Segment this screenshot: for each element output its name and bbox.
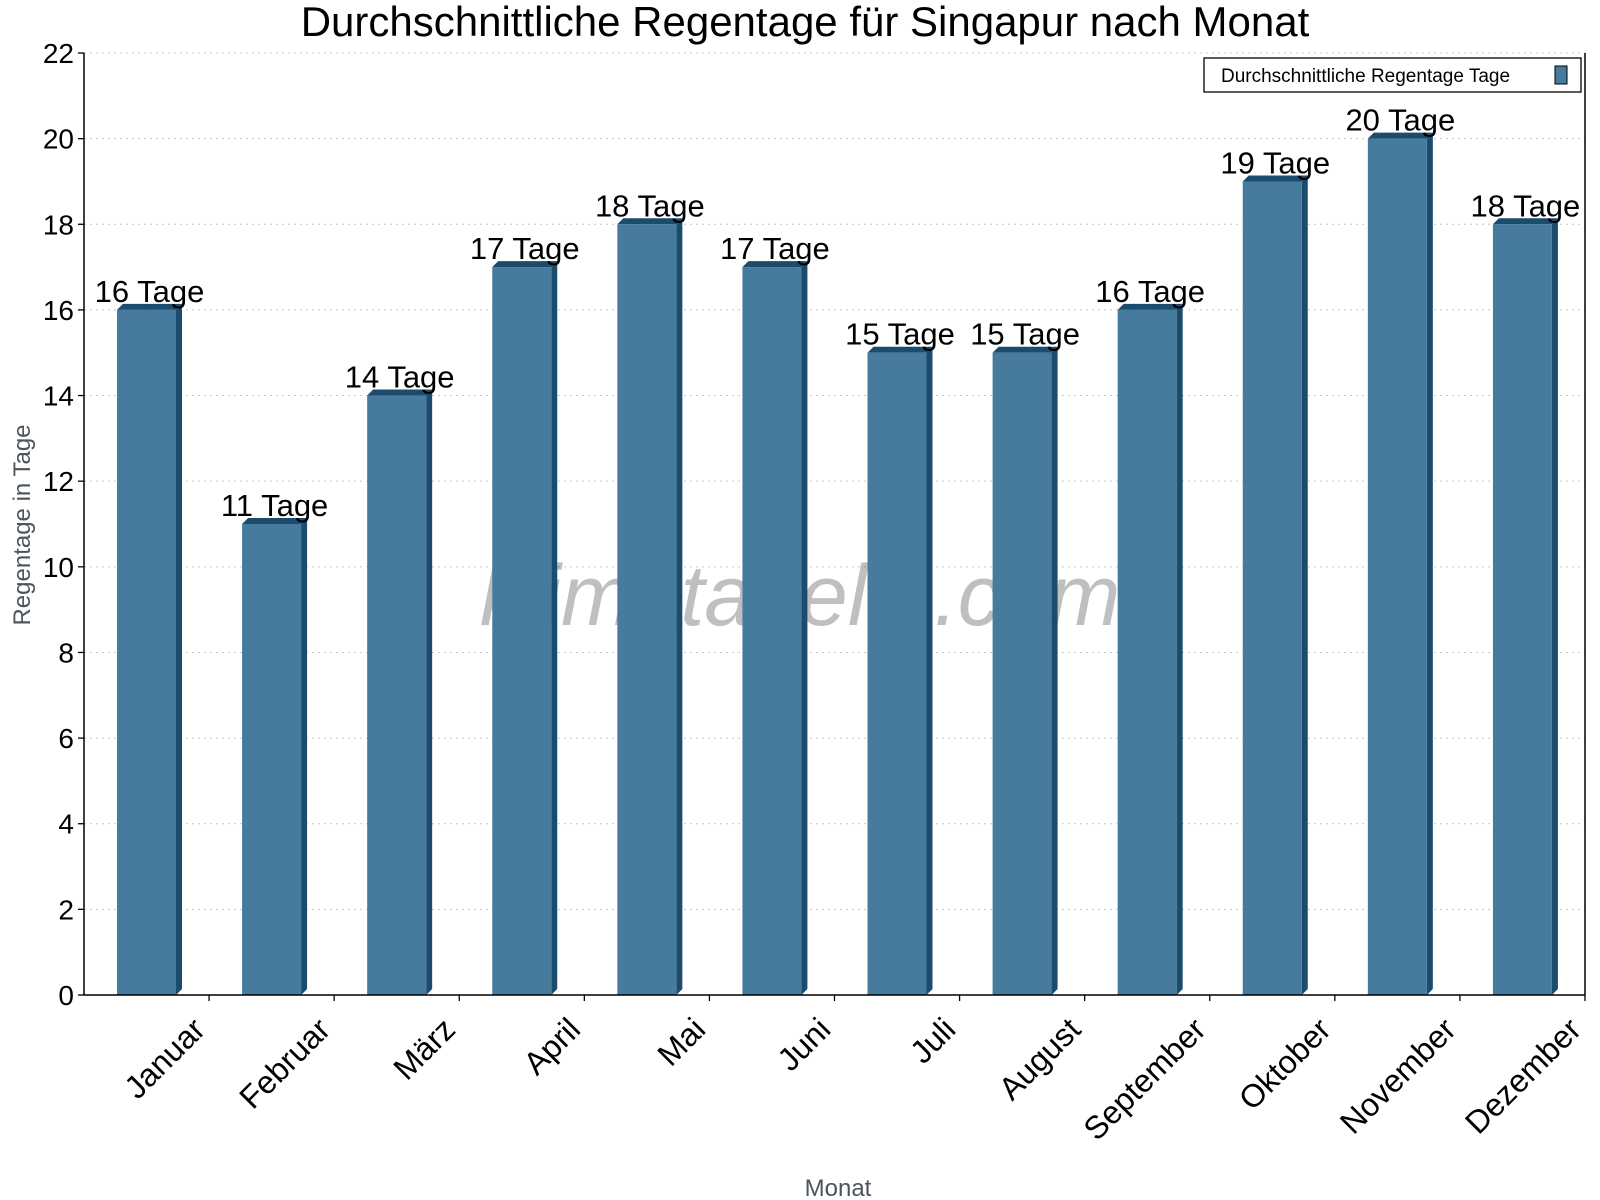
bar-side (926, 346, 933, 995)
bar (1492, 224, 1552, 996)
legend-box (1203, 57, 1582, 93)
x-tick-label: Februar (232, 1011, 337, 1116)
bar-side (1051, 346, 1058, 995)
bar-top (992, 346, 1058, 353)
y-tick-label: 8 (58, 637, 74, 668)
bar-side (551, 261, 558, 995)
bar (117, 309, 176, 996)
x-tick-label: Oktober (1232, 1011, 1338, 1117)
bar-side (801, 261, 808, 995)
data-label: 20 Tage (1345, 103, 1455, 138)
bar-top (867, 346, 933, 353)
legend-label: Durchschnittliche Regentage Tage (1221, 66, 1510, 87)
bar-top (1367, 132, 1433, 139)
x-tick-label: Mai (650, 1011, 712, 1073)
chart-title: Durchschnittliche Regentage für Singapur… (301, 0, 1310, 45)
y-tick-label: 20 (43, 124, 74, 155)
bar-top (117, 303, 182, 310)
bar-side (176, 303, 182, 996)
bar-side (1551, 218, 1558, 996)
y-tick-label: 2 (58, 894, 74, 925)
data-label: 14 Tage (345, 360, 455, 395)
y-tick-label: 14 (43, 381, 74, 412)
bar (492, 267, 552, 995)
bar (867, 352, 927, 995)
data-label: 17 Tage (470, 231, 580, 266)
bar (992, 352, 1052, 995)
bar-top (742, 261, 808, 268)
bar-top (367, 389, 433, 396)
bar-side (676, 218, 683, 996)
bar (1242, 181, 1302, 996)
bar (1367, 138, 1427, 996)
bar (1117, 309, 1177, 996)
bar-top (1492, 218, 1558, 225)
x-tick-label: September (1076, 1011, 1212, 1147)
x-tick-label: Juni (770, 1011, 837, 1078)
bar-top (1117, 303, 1183, 310)
bar (242, 524, 302, 995)
x-tick-label: Dezember (1458, 1011, 1588, 1141)
x-axis-label: Monat (805, 1175, 872, 1200)
bar-side (1301, 175, 1308, 996)
bar-top (617, 218, 683, 225)
bar-side (1176, 303, 1183, 996)
data-label: 16 Tage (1095, 274, 1205, 309)
data-label: 16 Tage (95, 274, 205, 309)
data-label: 15 Tage (970, 317, 1080, 352)
data-label: 18 Tage (1471, 188, 1581, 223)
x-tick-label: März (386, 1011, 462, 1087)
x-tick-label: Januar (117, 1011, 212, 1106)
y-tick-label: 16 (43, 295, 74, 326)
y-tick-label: 18 (43, 209, 74, 240)
bar-top (492, 261, 558, 268)
x-tick-label: November (1333, 1011, 1463, 1141)
legend-swatch (1554, 65, 1568, 85)
y-tick-label: 22 (43, 38, 74, 69)
bar (742, 267, 802, 995)
y-tick-label: 0 (58, 980, 74, 1011)
data-label: 17 Tage (720, 231, 830, 266)
data-label: 15 Tage (845, 317, 955, 352)
x-tick-label: August (992, 1011, 1088, 1107)
y-axis-label: Regentage in Tage (9, 424, 36, 625)
y-tick-label: 10 (43, 552, 74, 583)
x-tick-label: Juli (903, 1011, 962, 1070)
x-tick-label: April (516, 1011, 587, 1082)
bar (367, 395, 427, 996)
bar (617, 224, 677, 996)
bar-side (1426, 132, 1433, 996)
y-tick-label: 12 (43, 466, 74, 497)
data-label: 19 Tage (1220, 145, 1330, 180)
legend: Durchschnittliche Regentage Tage (1203, 57, 1582, 93)
y-tick-label: 4 (58, 809, 74, 840)
data-label: 18 Tage (595, 188, 705, 223)
bar-side (426, 389, 433, 996)
bar-side (301, 518, 308, 995)
bar-top (242, 518, 308, 524)
data-label: 11 Tage (221, 488, 328, 523)
y-tick-label: 6 (58, 723, 74, 754)
bar-top (1242, 175, 1308, 182)
